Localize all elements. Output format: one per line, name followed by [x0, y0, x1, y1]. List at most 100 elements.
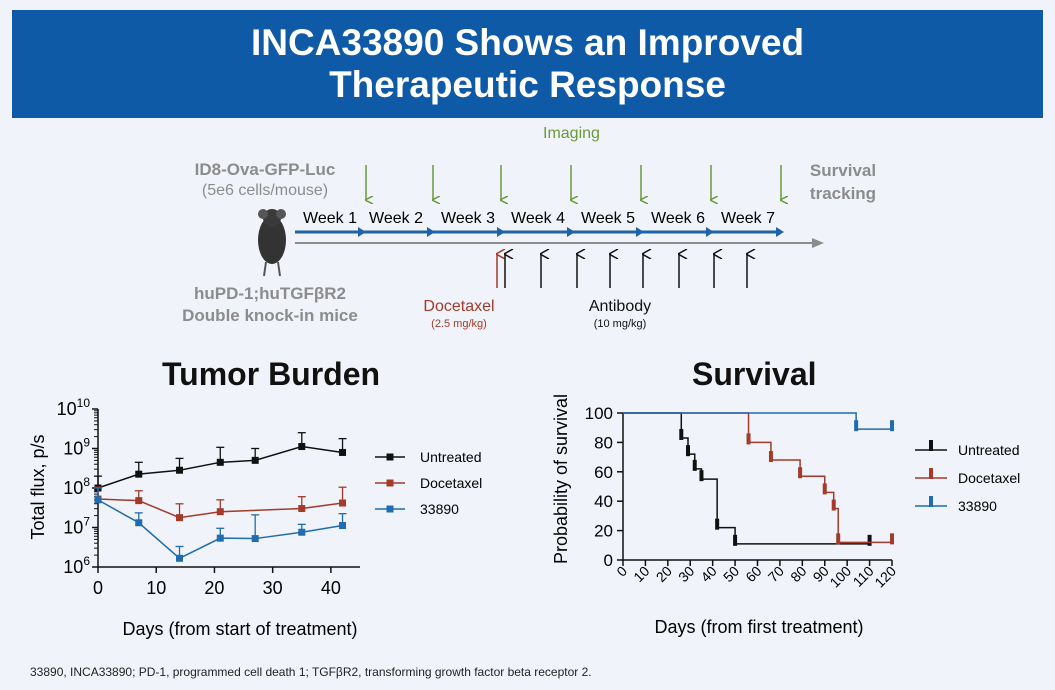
km-line-33890: [623, 412, 892, 430]
censor-mark: [867, 534, 872, 546]
survival-title: Survival: [692, 356, 817, 392]
data-point: [298, 528, 306, 536]
legend-label: Untreated: [958, 442, 1019, 458]
y-tick-label: 0: [604, 551, 613, 570]
x-tick-label: 50: [720, 563, 742, 585]
data-point: [298, 443, 306, 451]
title-banner: INCA33890 Shows an Improved Therapeutic …: [12, 10, 1043, 118]
legend-label: Untreated: [420, 449, 481, 465]
censor-mark: [854, 420, 859, 432]
legend-marker: [929, 468, 933, 479]
censor-mark: [715, 518, 720, 530]
antibody-dose: (10 mg/kg): [593, 318, 647, 330]
legend-marker: [386, 479, 394, 487]
antibody-arrows: [505, 254, 747, 288]
data-point: [176, 466, 184, 474]
legend-label: Docetaxel: [958, 470, 1020, 486]
censor-mark: [822, 483, 827, 495]
data-point: [251, 535, 259, 543]
week-label-6: Week 6: [651, 210, 705, 227]
x-tick-label: 30: [263, 578, 283, 598]
survival-arrowhead: [812, 238, 824, 248]
tumor-burden-ylabel: Total flux, p/s: [28, 434, 48, 539]
legend-label: Docetaxel: [420, 475, 482, 491]
x-tick-label: 40: [697, 563, 719, 585]
data-point: [135, 470, 143, 478]
censor-mark: [692, 459, 697, 471]
x-tick-label: 20: [653, 563, 675, 585]
mouse-icon: [258, 209, 286, 277]
cell-line-label: ID8-Ova-GFP-Luc: [194, 160, 336, 179]
x-tick-label: 10: [146, 578, 166, 598]
data-point: [135, 519, 143, 527]
mouse-model-label-2: Double knock-in mice: [182, 306, 358, 325]
title-line-2: Therapeutic Response: [329, 64, 726, 105]
censor-mark: [836, 533, 841, 545]
x-tick-label: 80: [787, 563, 809, 585]
data-point: [298, 505, 306, 513]
survival-xlabel: Days (from first treatment): [654, 617, 863, 637]
censor-mark: [746, 433, 751, 445]
y-tick-label: 107: [63, 515, 90, 538]
survival-tracking-label-2: tracking: [809, 184, 877, 203]
legend-marker: [386, 505, 394, 513]
week-timeline: [295, 227, 784, 237]
tumor-burden-title: Tumor Burden: [162, 356, 381, 392]
data-point: [135, 497, 143, 505]
censor-mark: [679, 428, 684, 440]
data-point: [176, 514, 184, 522]
docetaxel-dose: (2.5 mg/kg): [431, 318, 487, 330]
x-tick-label: 30: [675, 563, 697, 585]
survival-tracking-label-1: Survival: [809, 161, 877, 180]
data-point: [339, 522, 347, 530]
y-tick-label: 20: [594, 522, 613, 541]
data-point: [216, 534, 224, 542]
y-tick-label: 40: [594, 492, 613, 511]
x-tick-label: 10: [630, 563, 652, 585]
x-tick-label: 0: [93, 578, 103, 598]
censor-mark: [831, 499, 836, 511]
week-label-1: Week 1: [303, 210, 357, 227]
y-tick-label: 60: [594, 463, 613, 482]
censor-mark: [798, 467, 803, 479]
y-tick-label: 109: [63, 436, 90, 459]
week-label-3: Week 3: [441, 210, 495, 227]
tumor-burden-chart: 0 10 20 30 40 106 107 108 109 1010 Untreated Docet…: [28, 396, 482, 639]
x-tick-label: 0: [613, 563, 630, 580]
y-tick-label: 80: [594, 433, 613, 452]
censor-mark: [890, 533, 894, 545]
title-line-1: INCA33890 Shows an Improved: [250, 22, 805, 63]
week-label-5: Week 5: [581, 210, 635, 227]
y-tick-label: 106: [63, 554, 90, 577]
y-tick-label: 1010: [57, 396, 91, 419]
x-tick-label: 40: [321, 578, 341, 598]
legend-label: 33890: [420, 501, 459, 517]
x-tick-label: 20: [204, 578, 224, 598]
censor-mark: [699, 470, 704, 482]
data-point: [216, 508, 224, 516]
x-tick-label: 110: [850, 563, 877, 590]
x-tick-label: 70: [765, 563, 787, 585]
week-label-2: Week 2: [369, 210, 423, 227]
week-label-7: Week 7: [721, 210, 775, 227]
data-point: [176, 554, 184, 562]
y-tick-label: 108: [63, 475, 90, 498]
antibody-label: Antibody: [588, 298, 652, 315]
censor-mark: [768, 451, 773, 463]
censor-mark: [733, 534, 738, 546]
km-line-docetaxel: [623, 412, 892, 544]
data-point: [216, 458, 224, 466]
legend-marker: [929, 496, 933, 507]
series-line-docetaxel: [97, 498, 343, 519]
cell-dose-label: (5e6 cells/mouse): [201, 182, 329, 199]
footnote: 33890, INCA33890; PD-1, programmed cell …: [30, 665, 592, 679]
data-point: [94, 496, 102, 504]
docetaxel-label: Docetaxel: [423, 298, 495, 315]
censor-mark: [890, 420, 894, 432]
x-tick-label: 120: [871, 563, 899, 591]
legend-marker: [386, 453, 394, 461]
study-schema-diagram: Week 1 Week 2 Week 3 Week 4 Week 5 Week …: [258, 165, 824, 288]
censor-mark: [686, 445, 691, 457]
imaging-label: Imaging: [543, 125, 600, 142]
